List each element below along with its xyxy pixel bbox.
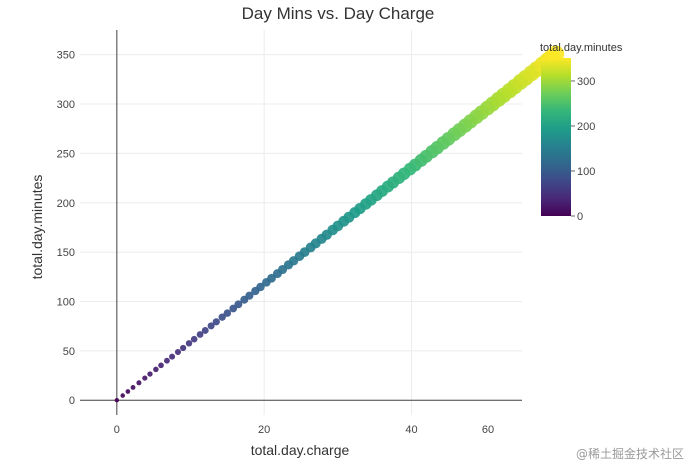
scatter-point-20 <box>223 309 232 317</box>
scatter-point-13 <box>185 340 193 347</box>
watermark-text: @稀土掘金技术社区 <box>576 446 684 461</box>
colorbar-title: total.day.minutes <box>540 42 623 54</box>
colorbar-tick-label-3: 300 <box>577 76 595 88</box>
y-tick-label-3: 150 <box>57 247 75 259</box>
colorbar-legend: total.day.minutes 0 100 200 300 <box>540 42 623 223</box>
scatter-point-26 <box>256 282 265 292</box>
scatter-point-21 <box>229 304 238 313</box>
scatter-point-14 <box>190 335 198 343</box>
scatter-point-2 <box>125 389 131 394</box>
x-tick-labels: 0 20 40 60 <box>114 424 494 436</box>
scatter-point-12 <box>179 344 187 352</box>
scatter-point-7 <box>153 366 159 373</box>
scatter-point-17 <box>207 322 215 330</box>
scatter-point-8 <box>158 362 164 369</box>
y-tick-label-6: 300 <box>57 99 75 111</box>
x-axis-title: total.day.charge <box>251 442 350 458</box>
scatter-point-11 <box>174 348 182 356</box>
x-tick-label-2: 40 <box>405 424 417 436</box>
scatter-point-4 <box>136 380 142 386</box>
colorbar <box>541 58 571 216</box>
y-tick-label-4: 200 <box>57 198 75 210</box>
y-tick-label-0: 0 <box>69 395 75 407</box>
scatter-point-15 <box>196 331 204 338</box>
scatter-point-24 <box>245 291 254 300</box>
x-tick-label-3: 60 <box>482 424 494 436</box>
colorbar-tick-label-2: 200 <box>577 121 595 133</box>
scatter-points <box>114 45 565 403</box>
axes <box>80 30 522 415</box>
colorbar-tick-label-1: 100 <box>577 166 595 178</box>
y-axis-title: total.day.minutes <box>29 175 45 280</box>
scatter-point-19 <box>218 313 226 321</box>
y-tick-label-1: 50 <box>63 346 75 358</box>
scatter-point-18 <box>212 318 220 326</box>
x-tick-label-1: 20 <box>258 424 270 436</box>
scatter-point-22 <box>234 300 243 309</box>
scatter-point-5 <box>142 375 148 381</box>
scatter-point-0 <box>114 397 120 403</box>
scatter-point-16 <box>201 327 209 334</box>
scatter-point-9 <box>164 357 170 364</box>
y-tick-label-7: 350 <box>57 50 75 62</box>
colorbar-ticks: 0 100 200 300 <box>571 76 595 223</box>
y-tick-label-2: 100 <box>57 296 75 308</box>
y-tick-label-5: 250 <box>57 148 75 160</box>
scatter-point-1 <box>120 393 126 398</box>
scatter-point-3 <box>130 385 136 390</box>
grid-lines <box>80 30 522 415</box>
scatter-point-6 <box>147 371 153 377</box>
x-tick-label-0: 0 <box>114 424 120 436</box>
chart-title: Day Mins vs. Day Charge <box>242 4 435 23</box>
colorbar-tick-label-0: 0 <box>577 211 583 223</box>
scatter-point-10 <box>169 353 176 360</box>
y-tick-labels: 0 50 100 150 200 250 300 350 <box>57 50 75 408</box>
